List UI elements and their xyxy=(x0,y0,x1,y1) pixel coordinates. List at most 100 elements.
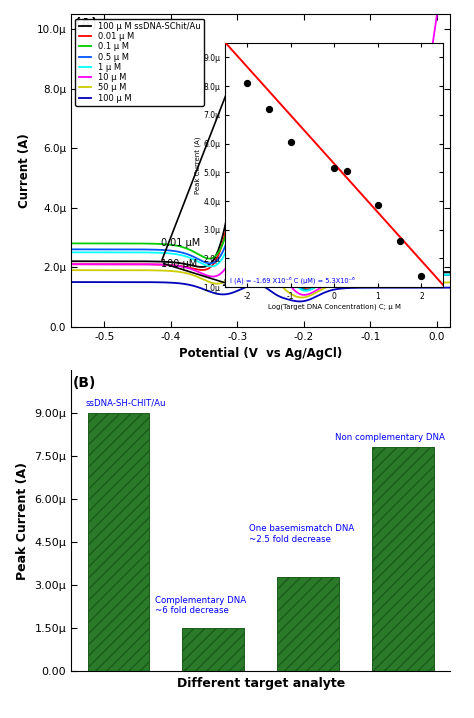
0.1 μ M xyxy=(255,113,260,122)
100 μ M ssDNA-SChit/Au xyxy=(305,283,311,292)
Text: One basemismatch DNA
~2.5 fold decrease: One basemismatch DNA ~2.5 fold decrease xyxy=(249,524,355,544)
1 μ M xyxy=(68,248,74,256)
Text: (B): (B) xyxy=(73,376,96,389)
1 μ M xyxy=(302,286,308,295)
0.01 μ M xyxy=(276,205,282,213)
10 μ M xyxy=(118,260,124,269)
Line: 0.5 μ M: 0.5 μ M xyxy=(71,147,450,290)
Line: 1 μ M: 1 μ M xyxy=(71,172,450,291)
100 μ M ssDNA-SChit/Au xyxy=(196,263,202,271)
100 μ M ssDNA-SChit/Au xyxy=(268,134,273,143)
0.1 μ M xyxy=(132,239,138,248)
0.01 μ M xyxy=(118,260,124,269)
Point xyxy=(243,78,251,89)
0.5 μ M xyxy=(233,206,238,215)
Y-axis label: Peak Current (A): Peak Current (A) xyxy=(16,462,29,579)
10 μ M xyxy=(68,260,74,269)
0.5 μ M xyxy=(268,192,273,200)
Text: ssDNA-SH-CHIT/Au: ssDNA-SH-CHIT/Au xyxy=(85,398,166,407)
X-axis label: Potential (V  vs Ag/AgCl): Potential (V vs Ag/AgCl) xyxy=(179,347,342,360)
0.5 μ M xyxy=(132,245,138,253)
0.01 μ M xyxy=(447,271,453,279)
Text: 100 µM: 100 µM xyxy=(161,259,197,269)
1 μ M xyxy=(196,258,202,266)
Point xyxy=(396,236,403,247)
0.1 μ M xyxy=(447,271,453,279)
0.01 μ M xyxy=(233,175,238,184)
10 μ M xyxy=(301,291,307,299)
0.5 μ M xyxy=(255,143,260,151)
Bar xyxy=(277,577,339,671)
50 μ M xyxy=(132,266,138,274)
0.1 μ M xyxy=(304,286,310,294)
Text: (A): (A) xyxy=(74,17,98,32)
Text: Complementary DNA
~6 fold decrease: Complementary DNA ~6 fold decrease xyxy=(155,596,246,615)
100 μ M xyxy=(233,287,238,296)
Point xyxy=(374,200,382,211)
0.5 μ M xyxy=(447,271,453,279)
50 μ M xyxy=(118,266,124,274)
0.1 μ M xyxy=(68,239,74,248)
100 μ M ssDNA-SChit/Au xyxy=(118,257,124,266)
100 μ M xyxy=(68,278,74,286)
Bar xyxy=(372,447,434,671)
Text: Non complementary DNA: Non complementary DNA xyxy=(335,432,445,442)
10 μ M xyxy=(275,260,281,269)
Bar xyxy=(88,413,149,671)
1 μ M xyxy=(118,248,124,256)
100 μ M ssDNA-SChit/Au xyxy=(132,257,138,266)
Line: 0.1 μ M: 0.1 μ M xyxy=(71,118,450,290)
10 μ M xyxy=(267,236,273,245)
Legend: 100 μ M ssDNA-SChit/Au, 0.01 μ M, 0.1 μ M, 0.5 μ M, 1 μ M, 10 μ M, 50 μ M, 100 μ: 100 μ M ssDNA-SChit/Au, 0.01 μ M, 0.1 μ … xyxy=(75,19,204,106)
1 μ M xyxy=(255,167,260,176)
100 μ M ssDNA-SChit/Au xyxy=(276,193,282,202)
100 μ M xyxy=(118,278,124,286)
50 μ M xyxy=(276,278,282,286)
0.5 μ M xyxy=(196,255,202,264)
Text: I (A) = -1.69 X10⁻⁶ C (μM) = 5.3X10⁻⁶: I (A) = -1.69 X10⁻⁶ C (μM) = 5.3X10⁻⁶ xyxy=(229,277,354,284)
100 μ M xyxy=(132,278,138,286)
100 μ M ssDNA-SChit/Au xyxy=(447,268,453,276)
0.1 μ M xyxy=(196,251,202,259)
50 μ M xyxy=(68,266,74,274)
0.01 μ M xyxy=(305,285,311,294)
Line: 10 μ M: 10 μ M xyxy=(71,0,450,295)
0.01 μ M xyxy=(196,266,202,274)
10 μ M xyxy=(196,268,202,276)
100 μ M ssDNA-SChit/Au xyxy=(68,257,74,266)
0.1 μ M xyxy=(276,219,282,228)
0.1 μ M xyxy=(118,239,124,248)
0.01 μ M xyxy=(132,260,138,269)
0.5 μ M xyxy=(68,245,74,253)
1 μ M xyxy=(447,271,453,279)
50 μ M xyxy=(233,267,238,276)
100 μ M xyxy=(447,284,453,292)
10 μ M xyxy=(233,245,238,253)
50 μ M xyxy=(299,293,304,302)
50 μ M xyxy=(447,278,453,286)
0.01 μ M xyxy=(255,84,260,93)
0.01 μ M xyxy=(268,151,273,159)
0.5 μ M xyxy=(276,231,282,240)
100 μ M xyxy=(275,292,281,300)
100 μ M xyxy=(196,283,202,292)
1 μ M xyxy=(276,242,282,251)
50 μ M xyxy=(268,264,273,272)
0.1 μ M xyxy=(268,172,273,180)
Line: 100 μ M ssDNA-SChit/Au: 100 μ M ssDNA-SChit/Au xyxy=(71,65,450,287)
Y-axis label: Current (A): Current (A) xyxy=(18,133,31,208)
Text: 0.01 µM: 0.01 µM xyxy=(161,238,200,248)
Point xyxy=(418,270,425,281)
Line: 0.01 μ M: 0.01 μ M xyxy=(71,88,450,289)
0.5 μ M xyxy=(118,245,124,253)
1 μ M xyxy=(132,248,138,256)
50 μ M xyxy=(196,273,202,281)
X-axis label: Log(Target DNA Concentration) C; μ M: Log(Target DNA Concentration) C; μ M xyxy=(268,304,401,310)
100 μ M xyxy=(267,286,273,295)
100 μ M ssDNA-SChit/Au xyxy=(233,161,238,169)
10 μ M xyxy=(132,260,138,269)
Bar xyxy=(182,628,244,671)
Line: 50 μ M: 50 μ M xyxy=(71,252,450,297)
1 μ M xyxy=(268,208,273,216)
Y-axis label: Peak Current (A): Peak Current (A) xyxy=(194,136,201,194)
